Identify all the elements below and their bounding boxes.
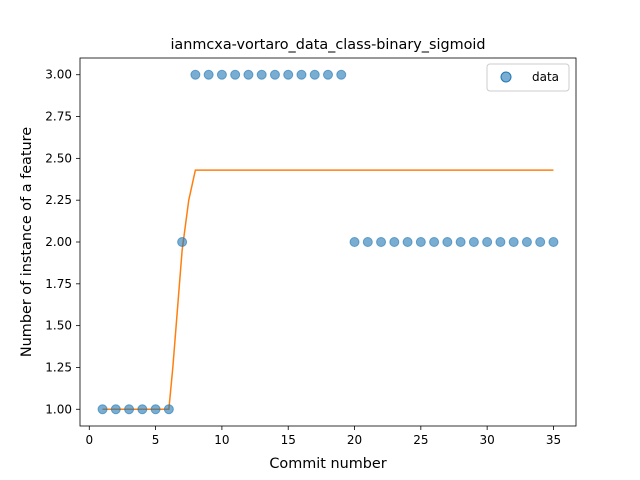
data-point [389, 237, 400, 247]
data-point [482, 237, 493, 247]
legend-label-data: data [532, 70, 559, 84]
y-tick-label: 2.00 [45, 235, 72, 249]
data-point [442, 237, 453, 247]
data-point [376, 237, 387, 247]
x-tick-label: 35 [546, 433, 561, 447]
y-tick-label: 1.50 [45, 319, 72, 333]
data-point [429, 237, 440, 247]
x-tick-label: 25 [413, 433, 428, 447]
data-point [216, 69, 227, 80]
x-tick-label: 20 [347, 433, 362, 447]
data-point [468, 237, 479, 247]
legend-box [486, 63, 570, 92]
data-point [402, 237, 413, 247]
x-tick-label: 15 [281, 433, 296, 447]
data-point [362, 237, 373, 247]
y-tick-label: 1.25 [45, 360, 72, 374]
data-point [283, 69, 294, 80]
data-point [336, 69, 347, 80]
data-point [495, 237, 506, 247]
x-tick-label: 30 [480, 433, 495, 447]
y-tick-label: 1.00 [45, 402, 72, 416]
data-point [349, 237, 360, 247]
data-point [455, 237, 466, 247]
data-point [256, 69, 267, 80]
data-point [110, 404, 121, 415]
y-axis-label: Number of instance of a feature [19, 127, 35, 357]
data-point [535, 237, 546, 247]
legend: data [486, 63, 570, 92]
chart-title: ianmcxa-vortaro_data_class-binary_sigmoi… [170, 37, 485, 53]
axes-frame [79, 57, 577, 427]
data-point [243, 69, 254, 80]
data-point [230, 69, 241, 80]
data-point [309, 69, 320, 80]
data-point [177, 237, 188, 247]
data-point [415, 237, 426, 247]
data-point [163, 404, 174, 415]
plot-area: 0 5 10 15 20 25 30 35 1.00 1.25 1.50 1.75 2.00 2.25 2.… [45, 57, 577, 447]
y-tick-label: 2.25 [45, 193, 72, 207]
y-tick-label: 3.00 [45, 68, 72, 82]
legend-marker-data [500, 71, 512, 83]
x-tick-label: 10 [214, 433, 229, 447]
data-point [323, 69, 333, 80]
data-point [203, 69, 214, 80]
data-point [296, 69, 307, 80]
data-point [137, 404, 148, 415]
x-tick-label: 5 [152, 433, 160, 447]
data-point [508, 237, 519, 247]
data-point [521, 237, 532, 247]
data-point [150, 404, 161, 415]
x-axis-label: Commit number [269, 456, 386, 472]
data-point [190, 69, 201, 80]
y-tick-label: 1.75 [45, 277, 72, 291]
data-point [548, 237, 559, 247]
data-point [269, 69, 280, 80]
data-point [124, 404, 135, 415]
x-tick-label: 0 [85, 433, 93, 447]
y-tick-label: 2.75 [45, 110, 72, 124]
y-tick-label: 2.50 [45, 151, 72, 165]
data-point [97, 404, 108, 415]
